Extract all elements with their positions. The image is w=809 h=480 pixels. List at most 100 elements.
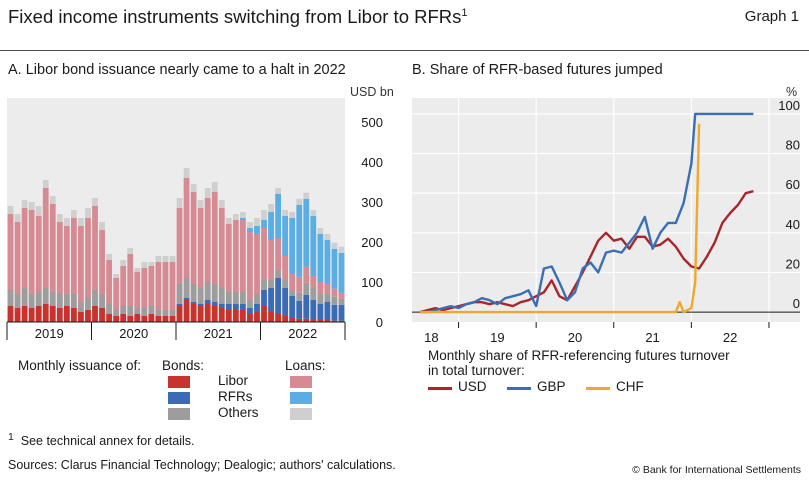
bar-bonds-others-2019-11: [78, 302, 84, 312]
bar-bonds-rfrs-2022-12: [338, 304, 345, 321]
bar-bonds-others-2019-03: [21, 288, 28, 306]
panel-a-ytick-200: 200: [361, 235, 383, 250]
bar-loans-libor-2022-08: [310, 276, 317, 288]
bar-loans-libor-2020-02: [99, 230, 105, 294]
legend-line-gbp: [507, 387, 531, 390]
bar-loans-others-2019-06: [42, 180, 49, 188]
bar-bonds-libor-2020-05: [120, 314, 127, 322]
bar-loans-libor-2020-06: [127, 254, 134, 306]
bar-bonds-others-2022-09: [317, 294, 324, 304]
bar-loans-libor-2019-02: [14, 222, 21, 294]
legend-label-chf: CHF: [616, 379, 644, 394]
legend-swatch-bonds-others: [168, 408, 190, 420]
bar-bonds-rfrs-2021-08: [225, 304, 232, 310]
bar-bonds-rfrs-2021-12: [254, 304, 260, 312]
bar-bonds-libor-2020-02: [99, 308, 105, 322]
panel-a-ytick-0: 0: [376, 315, 383, 330]
bar-bonds-libor-2021-09: [232, 310, 239, 322]
bar-loans-rfrs-2022-02: [268, 212, 274, 240]
bar-bonds-others-2020-11: [162, 310, 169, 316]
bar-bonds-libor-2019-07: [49, 306, 56, 322]
panel-a-year-label-2020: 2020: [119, 326, 148, 341]
bar-loans-others-2021-02: [183, 168, 190, 178]
bar-bonds-others-2021-08: [225, 292, 232, 304]
bar-bonds-others-2019-07: [49, 292, 56, 306]
panel-b-x-label-21: 21: [645, 330, 659, 345]
panel-a-ytick-500: 500: [361, 115, 383, 130]
bar-loans-libor-2021-08: [225, 224, 232, 292]
legend-line-usd: [428, 387, 452, 390]
bar-bonds-rfrs-2022-06: [296, 300, 303, 319]
bar-bonds-others-2022-11: [331, 296, 338, 305]
bar-loans-others-2022-12: [338, 246, 345, 253]
bar-bonds-libor-2019-01: [7, 306, 14, 322]
panel-b-title: B. Share of RFR-based futures jumped: [412, 62, 663, 78]
bar-loans-others-2022-01: [261, 210, 267, 220]
bar-bonds-rfrs-2021-07: [218, 304, 225, 308]
bar-bonds-libor-2022-06: [296, 318, 303, 322]
panel-b-ytick-40: 40: [786, 217, 800, 232]
bar-loans-rfrs-2022-04: [282, 216, 289, 256]
bar-loans-libor-2021-11: [247, 232, 253, 300]
bar-bonds-libor-2019-12: [85, 310, 91, 322]
bar-bonds-rfrs-2022-11: [331, 304, 338, 321]
bar-loans-others-2021-11: [247, 222, 253, 228]
line-series-gbp: [419, 112, 754, 314]
bar-bonds-others-2020-03: [106, 304, 112, 314]
bar-bonds-others-2022-03: [275, 270, 281, 278]
bar-bonds-others-2021-12: [254, 294, 260, 304]
bar-loans-others-2020-03: [106, 254, 112, 260]
bar-bonds-others-2022-08: [310, 288, 317, 300]
bar-loans-libor-2019-04: [28, 210, 35, 294]
bar-loans-others-2021-06: [211, 182, 218, 192]
bar-loans-libor-2021-12: [254, 234, 260, 294]
legend-swatch-loans-libor: [290, 376, 312, 388]
bar-bonds-libor-2021-04: [197, 306, 204, 322]
bar-bonds-rfrs-2022-10: [324, 302, 331, 320]
bar-bonds-others-2021-09: [232, 292, 239, 304]
panel-a-ytick-100: 100: [361, 275, 383, 290]
bar-loans-others-2019-05: [35, 206, 42, 216]
bar-loans-rfrs-2021-11: [247, 228, 253, 232]
bar-bonds-libor-2021-08: [225, 310, 232, 322]
bar-bonds-libor-2021-05: [204, 304, 211, 322]
bar-bonds-rfrs-2021-02: [183, 298, 190, 300]
panel-b-ytick-20: 20: [786, 256, 800, 271]
bar-bonds-others-2020-08: [141, 308, 148, 316]
bar-loans-others-2019-02: [14, 214, 21, 222]
bar-bonds-libor-2021-07: [218, 308, 225, 322]
bar-loans-rfrs-2022-07: [303, 198, 310, 267]
legend-swatch-loans-others: [290, 408, 312, 420]
bar-loans-others-2022-06: [296, 198, 303, 205]
page-title: Fixed income instruments switching from …: [8, 6, 468, 27]
bar-bonds-rfrs-2022-01: [261, 290, 267, 306]
bar-loans-libor-2021-10: [240, 220, 246, 292]
bar-loans-libor-2021-06: [211, 192, 218, 284]
legend-label-usd: USD: [458, 379, 487, 394]
legend-swatch-loans-rfrs: [290, 392, 312, 404]
bar-bonds-libor-2022-04: [282, 316, 289, 322]
bar-bonds-others-2021-04: [197, 288, 204, 304]
bar-loans-rfrs-2022-05: [289, 218, 296, 274]
bar-loans-libor-2019-05: [35, 216, 42, 292]
bar-bonds-libor-2021-10: [240, 310, 246, 322]
bar-bonds-libor-2021-01: [176, 306, 183, 322]
bar-loans-libor-2019-08: [56, 222, 63, 294]
bar-bonds-others-2021-10: [240, 292, 246, 304]
bar-loans-libor-2020-09: [148, 266, 155, 306]
legend-row-libor: Libor: [218, 373, 249, 388]
bar-loans-others-2022-11: [331, 242, 338, 249]
bar-bonds-others-2019-08: [56, 294, 63, 308]
footnote-mark: 1: [8, 432, 14, 443]
bar-bonds-libor-2022-10: [324, 320, 331, 322]
legend-b-caption-line2: in total turnover:: [428, 363, 525, 378]
bar-loans-libor-2022-03: [275, 238, 281, 270]
bar-loans-libor-2020-11: [162, 262, 169, 310]
bar-loans-others-2020-06: [127, 248, 134, 254]
panel-a-ytick-400: 400: [361, 155, 383, 170]
bar-bonds-libor-2020-07: [134, 314, 141, 322]
legend-a-loans-title: Loans:: [285, 358, 326, 373]
bar-bonds-others-2020-06: [127, 306, 134, 316]
bar-bonds-others-2020-02: [99, 294, 105, 308]
graph-label: Graph 1: [744, 8, 799, 25]
